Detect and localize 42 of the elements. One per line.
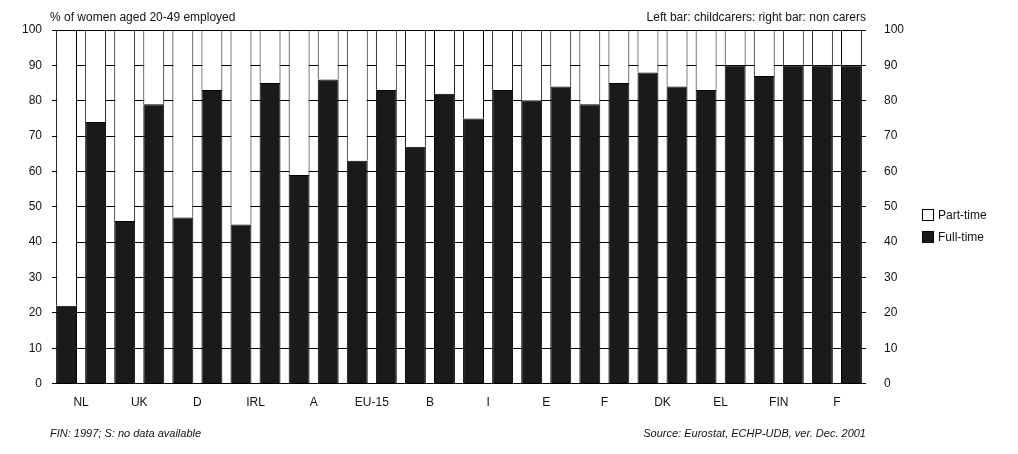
x-tick-label: A — [309, 395, 318, 410]
y-tick-label: 70 — [28, 128, 43, 143]
y2-tick-label: 30 — [883, 269, 898, 284]
y2-tick-label: 60 — [883, 163, 898, 178]
x-tick-label: E — [542, 395, 551, 410]
y-tick-label: 90 — [28, 57, 43, 72]
y2-tick-label: 70 — [883, 128, 898, 143]
y-tick-label: 60 — [28, 163, 43, 178]
y2-tick-label: 40 — [883, 234, 898, 249]
y-tick-label: 50 — [28, 199, 43, 214]
x-tick-label: D — [193, 395, 203, 410]
chart-title: % of women aged 20-49 employed — [50, 10, 236, 25]
y-tick-label: 20 — [28, 305, 43, 320]
y-tick-label: 30 — [28, 269, 43, 284]
legend-label: Part-time — [938, 208, 987, 222]
x-tick-label: F — [600, 395, 609, 410]
source-note: Source: Eurostat, ECHP-UDB, ver. Dec. 2001 — [643, 427, 866, 440]
y2-tick-label: 0 — [883, 375, 891, 390]
x-tick-label: UK — [130, 395, 148, 410]
y2-tick-label: 90 — [883, 57, 898, 72]
chart-subtitle: Left bar: childcarers: right bar: non carers — [646, 10, 866, 25]
y-tick-label: 40 — [28, 234, 43, 249]
y2-tick-label: 10 — [883, 340, 898, 355]
x-tick-label: NL — [73, 395, 90, 410]
x-tick-label: FIN — [769, 395, 789, 410]
text: Full-time — [938, 230, 985, 244]
y2-tick-label: 100 — [883, 22, 905, 37]
y-tick-label: 100 — [21, 22, 43, 37]
y2-tick-label: 80 — [883, 93, 898, 108]
x-tick-label: I — [486, 395, 490, 410]
y-tick-label: 10 — [28, 340, 43, 355]
x-tick-label: EL — [713, 395, 729, 410]
x-tick-label: EU-15 — [354, 395, 390, 410]
x-tick-label: B — [425, 395, 434, 410]
x-tick-label: DK — [654, 395, 671, 410]
text: FIN: 1997; S: no data available — [50, 427, 202, 440]
x-tick-label: F — [833, 395, 841, 410]
y2-tick-label: 20 — [883, 305, 898, 320]
y-tick-label: 0 — [35, 375, 43, 390]
y2-tick-label: 50 — [883, 199, 898, 214]
x-tick-label: IRL — [246, 395, 266, 410]
y-tick-label: 80 — [28, 93, 43, 108]
